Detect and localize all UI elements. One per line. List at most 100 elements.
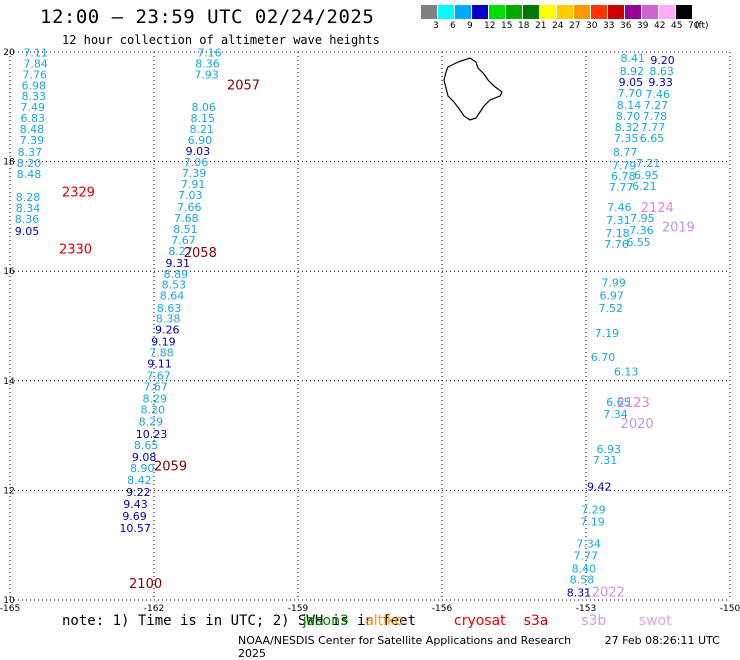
wave-height-label: 7.67	[143, 381, 168, 394]
axis-tick-labels: -165 -162 -159 -156 -153 -150 20 18 16 14 12 10	[0, 48, 740, 614]
wave-height-label: 7.18	[605, 227, 630, 240]
wave-height-label: 8.29	[142, 393, 167, 406]
wave-height-label: 6.83	[21, 112, 45, 125]
wave-height-label: 8.28	[16, 191, 41, 204]
satellite-legend-altiko: altiko	[365, 613, 404, 629]
wave-height-label: 9.19	[151, 336, 176, 349]
satellite-legend-s3a: s3a	[523, 613, 549, 629]
wave-height-label: 7.99	[601, 277, 626, 290]
wave-height-label: 7.76	[22, 68, 47, 81]
color-scale-swatch	[642, 5, 659, 19]
wave-height-label: 9.43	[123, 498, 148, 511]
color-scale-label: 27	[569, 21, 581, 31]
wave-height-label: 8.21	[190, 123, 215, 136]
wave-height-label: 8.32	[615, 121, 640, 134]
wave-height-label: 7.34	[603, 408, 628, 421]
page-title: 12:00 – 23:59 UTC 02/24/2025	[40, 6, 375, 28]
color-scale-swatch	[421, 5, 438, 19]
footer: NOAA/NESDIS Center for Satellite Applica…	[238, 634, 740, 660]
y-tick-label: 18	[3, 158, 15, 168]
wave-height-label: 8.20	[141, 404, 166, 417]
wave-height-label: 7.68	[174, 212, 199, 225]
pass-time-label: 2123	[617, 396, 650, 411]
wave-height-label: 8.06	[191, 101, 216, 114]
color-scale	[421, 5, 693, 19]
pass-time-label: 2057	[227, 78, 260, 93]
wave-height-label: 7.78	[643, 110, 668, 123]
wave-height-label: 8.29	[139, 416, 164, 429]
wave-height-label: 8.41	[621, 52, 646, 65]
altimeter-track-track-1: 7.117.847.766.988.337.496.838.487.398.37…	[15, 46, 48, 238]
wave-height-label: 8.34	[16, 202, 41, 215]
wave-height-label: 9.22	[126, 486, 151, 499]
wave-height-label: 7.77	[641, 121, 666, 134]
satellite-legend-cryosat: cryosat	[454, 613, 506, 629]
wave-height-label: 7.11	[23, 46, 48, 59]
y-tick-label: 16	[3, 267, 15, 277]
wave-height-label: 8.89	[164, 268, 189, 281]
wave-height-label: 8.20	[17, 157, 42, 170]
wave-height-label: 6.70	[591, 351, 616, 364]
wave-height-label: 6.95	[634, 169, 659, 182]
wave-height-label: 9.26	[155, 324, 180, 337]
satellite-legend-swot: swot	[638, 613, 672, 629]
wave-height-label: 6.78	[611, 170, 636, 183]
color-scale-label: 36	[620, 21, 632, 31]
color-scale-swatch	[591, 5, 608, 19]
wave-height-label: 8.48	[17, 168, 42, 181]
color-scale-label: 70	[688, 21, 700, 31]
x-tick-label: -156	[432, 604, 453, 614]
pass-time-label: 2059	[154, 460, 187, 475]
wave-height-label: 9.11	[147, 358, 172, 371]
wave-height-label: 7.93	[194, 68, 219, 81]
color-scale-swatch	[455, 5, 472, 19]
wave-height-label: 8.27	[168, 245, 193, 258]
wave-height-label: 7.35	[614, 132, 639, 145]
color-scale-swatch	[523, 5, 540, 19]
wave-height-label: 7.95	[630, 212, 655, 225]
wave-height-label: 8.51	[173, 223, 198, 236]
color-scale-swatch	[676, 5, 693, 19]
wave-height-label: 8.53	[162, 279, 187, 292]
wave-height-label: 9.31	[166, 257, 191, 270]
color-scale-label: 33	[603, 21, 615, 31]
color-scale-label: 9	[467, 21, 473, 31]
wave-height-label: 7.79	[612, 159, 637, 172]
wave-height-label: 9.69	[122, 510, 147, 523]
wave-height-label: 9.05	[619, 76, 644, 89]
wave-height-label: 7.36	[629, 224, 654, 237]
wave-height-label: 7.77	[574, 549, 599, 562]
wave-height-label: 7.52	[598, 302, 623, 315]
color-scale-swatch	[489, 5, 506, 19]
y-tick-label: 14	[3, 377, 15, 387]
y-tick-label: 20	[3, 48, 15, 58]
satellite-legend-s3b: s3b	[581, 613, 607, 629]
wave-height-label: 8.65	[134, 439, 159, 452]
pass-time-label: 2020	[621, 417, 654, 432]
wave-height-label: 8.33	[22, 90, 47, 103]
wave-height-label: 7.91	[181, 178, 206, 191]
wave-height-label: 7.34	[576, 537, 601, 550]
pass-time-label: 2022	[592, 586, 625, 601]
wave-height-label: 6.55	[626, 236, 651, 249]
wave-height-label: 6.98	[22, 79, 47, 92]
wave-height-label: 6.65	[640, 132, 665, 145]
wave-height-label: 8.63	[649, 65, 674, 78]
wave-height-label: 6.97	[599, 290, 624, 303]
wave-height-label: 8.37	[18, 146, 43, 159]
color-scale-swatch	[472, 5, 489, 19]
color-scale-label: 15	[501, 21, 513, 31]
wave-height-label: 8.14	[617, 99, 642, 112]
wave-height-label: 7.49	[21, 101, 45, 114]
wave-height-label: 7.46	[607, 201, 632, 214]
wave-height-label: 7.19	[580, 515, 605, 528]
wave-height-label: 7.88	[149, 347, 174, 360]
grid-lines	[9, 51, 731, 601]
wave-height-label: 8.15	[190, 112, 215, 125]
wave-height-label: 7.76	[604, 238, 629, 251]
color-scale-label: 45	[671, 21, 683, 31]
wave-height-label: 8.90	[130, 462, 155, 475]
satellite-legend-jason3: jason3	[302, 613, 349, 629]
color-scale-swatch	[557, 5, 574, 19]
altimeter-track-track-5: 6.136.657.346.937.319.427.297.197.347.77…	[567, 365, 639, 599]
